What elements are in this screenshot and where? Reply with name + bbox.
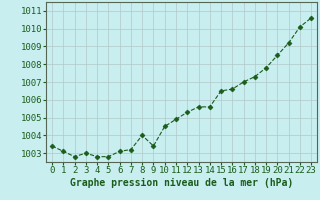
X-axis label: Graphe pression niveau de la mer (hPa): Graphe pression niveau de la mer (hPa)	[70, 178, 293, 188]
